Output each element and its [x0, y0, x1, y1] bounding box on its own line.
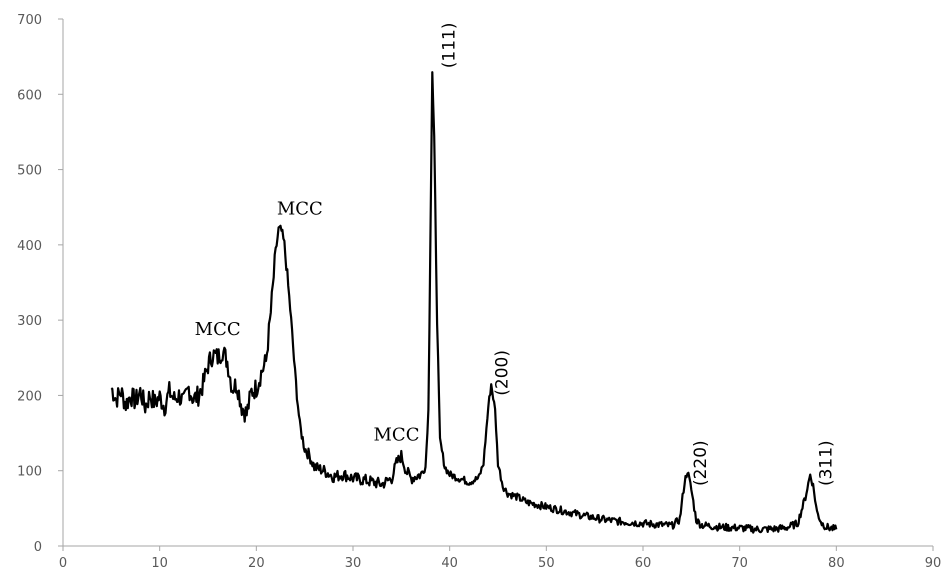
annotation-label: MCC [195, 319, 241, 340]
y-tick-label: 100 [17, 465, 42, 480]
y-tick-label: 400 [17, 239, 42, 254]
annotation-label: (311) [817, 440, 837, 486]
x-tick-label: 10 [151, 556, 168, 571]
x-tick-label: 70 [731, 556, 748, 571]
series-layer [110, 71, 838, 534]
x-tick-label: 50 [538, 556, 555, 571]
x-tick-label: 20 [248, 556, 265, 571]
annotation-label: (200) [493, 350, 513, 396]
annotation-label: MCC [374, 425, 420, 446]
y-tick-label: 500 [17, 164, 42, 179]
annotations: MCC MCC MCC (111) (200) (220) (311) [195, 22, 837, 486]
x-tick-label: 60 [635, 556, 652, 571]
x-axis-ticks: 0 10 20 30 40 50 60 70 80 90 [59, 546, 941, 571]
annotation-label: (111) [440, 22, 460, 68]
y-axis-ticks: 0 100 200 300 400 500 600 700 [17, 13, 63, 555]
y-tick-label: 600 [17, 88, 42, 103]
x-tick-label: 90 [925, 556, 942, 571]
y-tick-label: 700 [17, 13, 42, 28]
annotation-label: (220) [691, 440, 711, 486]
series-line [110, 71, 838, 534]
y-tick-label: 0 [34, 540, 42, 555]
annotation-label: MCC [277, 199, 323, 220]
y-tick-label: 300 [17, 314, 42, 329]
x-tick-label: 30 [345, 556, 362, 571]
y-tick-label: 200 [17, 389, 42, 404]
x-tick-label: 40 [441, 556, 458, 571]
axes [62, 19, 933, 547]
x-tick-label: 0 [59, 556, 67, 571]
x-tick-label: 80 [828, 556, 845, 571]
